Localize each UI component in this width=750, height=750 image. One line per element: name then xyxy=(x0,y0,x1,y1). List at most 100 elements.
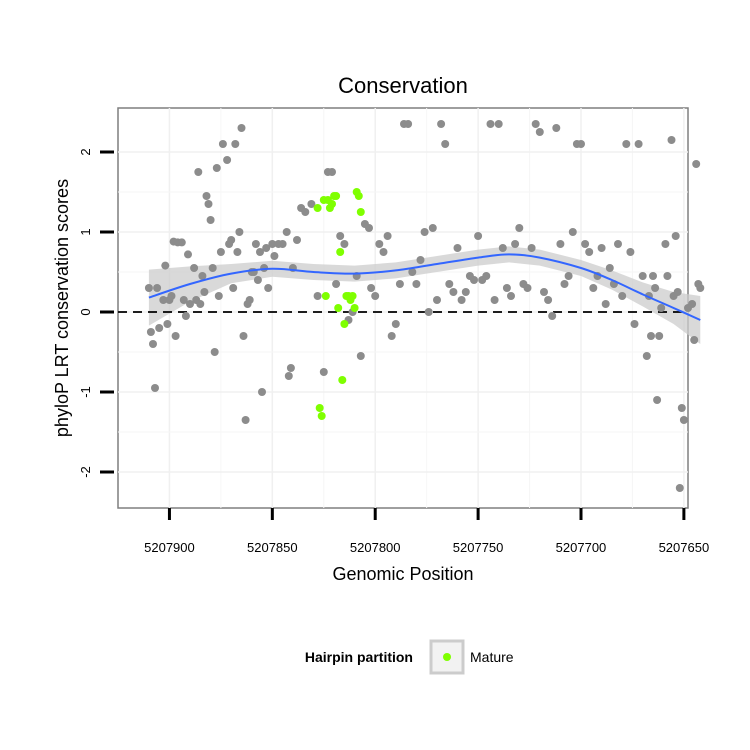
point-other-92 xyxy=(416,256,425,264)
point-mature-0 xyxy=(313,204,322,212)
point-other-110 xyxy=(490,296,499,304)
point-other-54 xyxy=(264,284,273,292)
point-other-161 xyxy=(675,484,684,492)
point-other-143 xyxy=(626,248,635,256)
point-other-55 xyxy=(268,240,277,248)
point-other-2 xyxy=(149,340,157,348)
plot-background xyxy=(117,107,689,509)
point-other-71 xyxy=(332,280,341,288)
smooth-confidence-ribbon xyxy=(148,246,701,344)
point-mature-4 xyxy=(321,292,330,300)
point-other-39 xyxy=(233,248,242,256)
point-other-165 xyxy=(688,300,697,308)
point-other-59 xyxy=(282,228,291,236)
point-other-77 xyxy=(356,352,365,360)
point-other-43 xyxy=(241,416,250,424)
x-tick-label-4: 5207700 xyxy=(556,540,607,555)
point-other-18 xyxy=(186,300,194,308)
point-other-45 xyxy=(245,296,254,304)
point-mature-18 xyxy=(350,304,359,312)
point-other-38 xyxy=(231,140,240,148)
point-mature-7 xyxy=(328,200,336,208)
smooth-trend-line xyxy=(148,253,701,321)
point-other-0 xyxy=(144,284,153,292)
point-other-127 xyxy=(560,280,569,288)
point-other-157 xyxy=(667,136,676,144)
point-other-5 xyxy=(155,324,164,332)
point-other-34 xyxy=(223,156,232,164)
point-other-102 xyxy=(457,296,466,304)
legend-key-mature-marker xyxy=(443,653,451,661)
point-mature-17 xyxy=(348,292,357,300)
point-other-12 xyxy=(171,332,180,340)
point-other-61 xyxy=(286,364,295,372)
point-other-113 xyxy=(502,284,511,292)
point-other-124 xyxy=(548,312,557,320)
x-tick-label-0: 5207900 xyxy=(144,540,195,555)
point-mature-11 xyxy=(336,248,345,256)
point-other-152 xyxy=(653,396,662,404)
point-other-101 xyxy=(453,244,462,252)
point-other-105 xyxy=(470,276,478,284)
point-other-32 xyxy=(216,248,225,256)
point-other-48 xyxy=(251,240,260,248)
point-other-126 xyxy=(556,240,565,248)
point-other-19 xyxy=(190,264,199,272)
point-other-89 xyxy=(404,120,413,128)
point-other-160 xyxy=(673,288,682,296)
point-other-16 xyxy=(181,312,190,320)
point-other-23 xyxy=(198,272,207,280)
legend: Hairpin partition Mature xyxy=(305,639,514,675)
point-mature-10 xyxy=(334,304,343,312)
point-other-27 xyxy=(206,216,215,224)
point-other-86 xyxy=(391,320,400,328)
point-other-41 xyxy=(237,124,246,132)
x-tick-label-1: 5207850 xyxy=(247,540,298,555)
y-tick-label-0: -2 xyxy=(78,466,93,478)
point-other-150 xyxy=(649,272,657,280)
point-other-26 xyxy=(204,200,213,208)
point-other-112 xyxy=(498,244,507,252)
point-other-49 xyxy=(253,276,262,284)
point-other-73 xyxy=(340,240,349,248)
point-other-8 xyxy=(163,320,172,328)
point-other-82 xyxy=(375,240,384,248)
x-axis-title: Genomic Position xyxy=(332,564,473,584)
point-other-72 xyxy=(336,232,345,240)
point-other-14 xyxy=(177,238,186,247)
point-other-166 xyxy=(690,336,699,344)
point-other-103 xyxy=(461,288,470,296)
point-other-10 xyxy=(167,292,176,300)
point-other-144 xyxy=(630,320,639,328)
point-other-163 xyxy=(679,416,688,424)
point-other-125 xyxy=(552,124,561,132)
point-mature-2 xyxy=(317,412,326,420)
point-other-6 xyxy=(159,296,168,304)
point-other-123 xyxy=(544,296,553,304)
point-other-37 xyxy=(229,284,238,292)
point-other-3 xyxy=(151,384,159,392)
point-other-58 xyxy=(278,240,287,248)
y-tick-label-2: 0 xyxy=(78,308,93,315)
y-axis-title: phyloP LRT conservation scores xyxy=(52,179,72,437)
point-other-147 xyxy=(642,352,651,360)
x-tick-label-5: 5207650 xyxy=(659,540,710,555)
point-other-63 xyxy=(293,236,301,244)
point-other-31 xyxy=(214,292,223,300)
point-other-84 xyxy=(383,232,392,240)
point-other-120 xyxy=(531,120,540,128)
point-mature-21 xyxy=(356,208,365,216)
point-other-96 xyxy=(433,296,441,304)
point-other-4 xyxy=(153,284,162,292)
point-other-15 xyxy=(179,296,188,304)
point-other-122 xyxy=(540,288,548,296)
point-other-95 xyxy=(428,224,437,232)
point-other-53 xyxy=(262,244,271,252)
legend-label-mature: Mature xyxy=(470,649,514,665)
point-other-81 xyxy=(371,292,380,300)
legend-title: Hairpin partition xyxy=(305,649,413,665)
point-other-134 xyxy=(589,284,598,292)
point-other-17 xyxy=(184,250,192,259)
point-other-99 xyxy=(445,280,454,288)
